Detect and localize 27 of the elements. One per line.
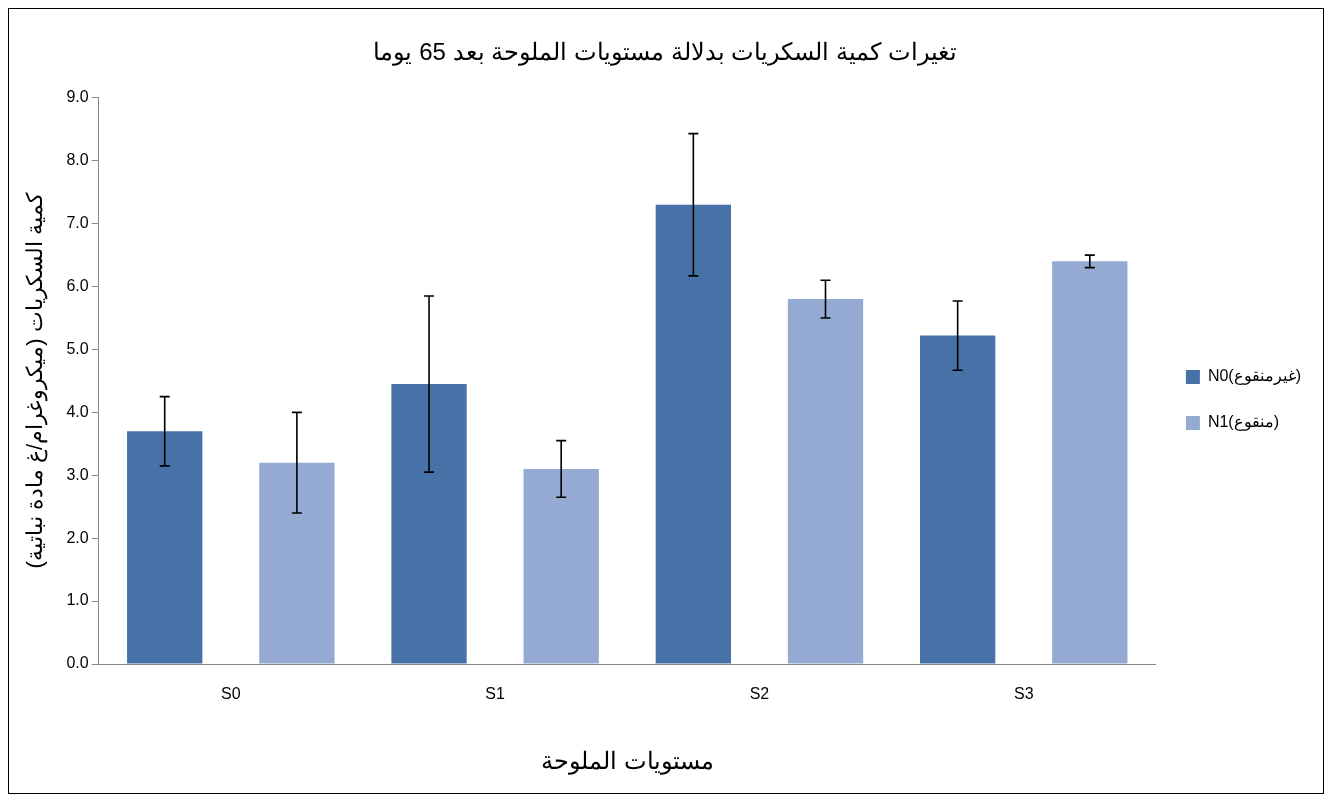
x-tick-label: S1	[485, 685, 505, 703]
bar	[391, 384, 467, 664]
y-axis-title: كمية السكريات (ميكروغرام/غ مادة نباتية)	[22, 192, 49, 569]
bar	[655, 204, 732, 664]
y-tick-label: 4.0	[66, 402, 89, 420]
y-tick-label: 8.0	[66, 151, 89, 169]
y-tick-label: 7.0	[66, 214, 89, 232]
y-tick-label: 0.0	[66, 654, 89, 672]
bar	[259, 462, 335, 664]
y-tick-label: 3.0	[66, 465, 89, 483]
chart-title: تغيرات كمية السكريات بدلالة مستويات الملوحة بعد 65 يوما	[373, 38, 957, 67]
y-tick-label: 6.0	[66, 276, 89, 294]
bar	[523, 468, 599, 664]
x-axis-title: مستويات الملوحة	[540, 747, 714, 776]
bar	[919, 335, 996, 664]
bar	[787, 299, 864, 664]
legend-label: N0(غيرمنقوع)	[1207, 367, 1301, 386]
bar	[127, 431, 203, 664]
x-tick-label: S3	[1013, 685, 1034, 703]
y-tick-label: 1.0	[66, 591, 89, 609]
x-tick-label: S2	[749, 685, 770, 703]
x-tick-label: S0	[221, 685, 241, 703]
legend-label: N1(منقوع)	[1207, 413, 1279, 432]
y-tick-label: 9.0	[66, 88, 89, 106]
bar	[1052, 261, 1128, 664]
y-tick-label: 5.0	[66, 339, 89, 357]
y-tick-label: 2.0	[66, 528, 89, 546]
